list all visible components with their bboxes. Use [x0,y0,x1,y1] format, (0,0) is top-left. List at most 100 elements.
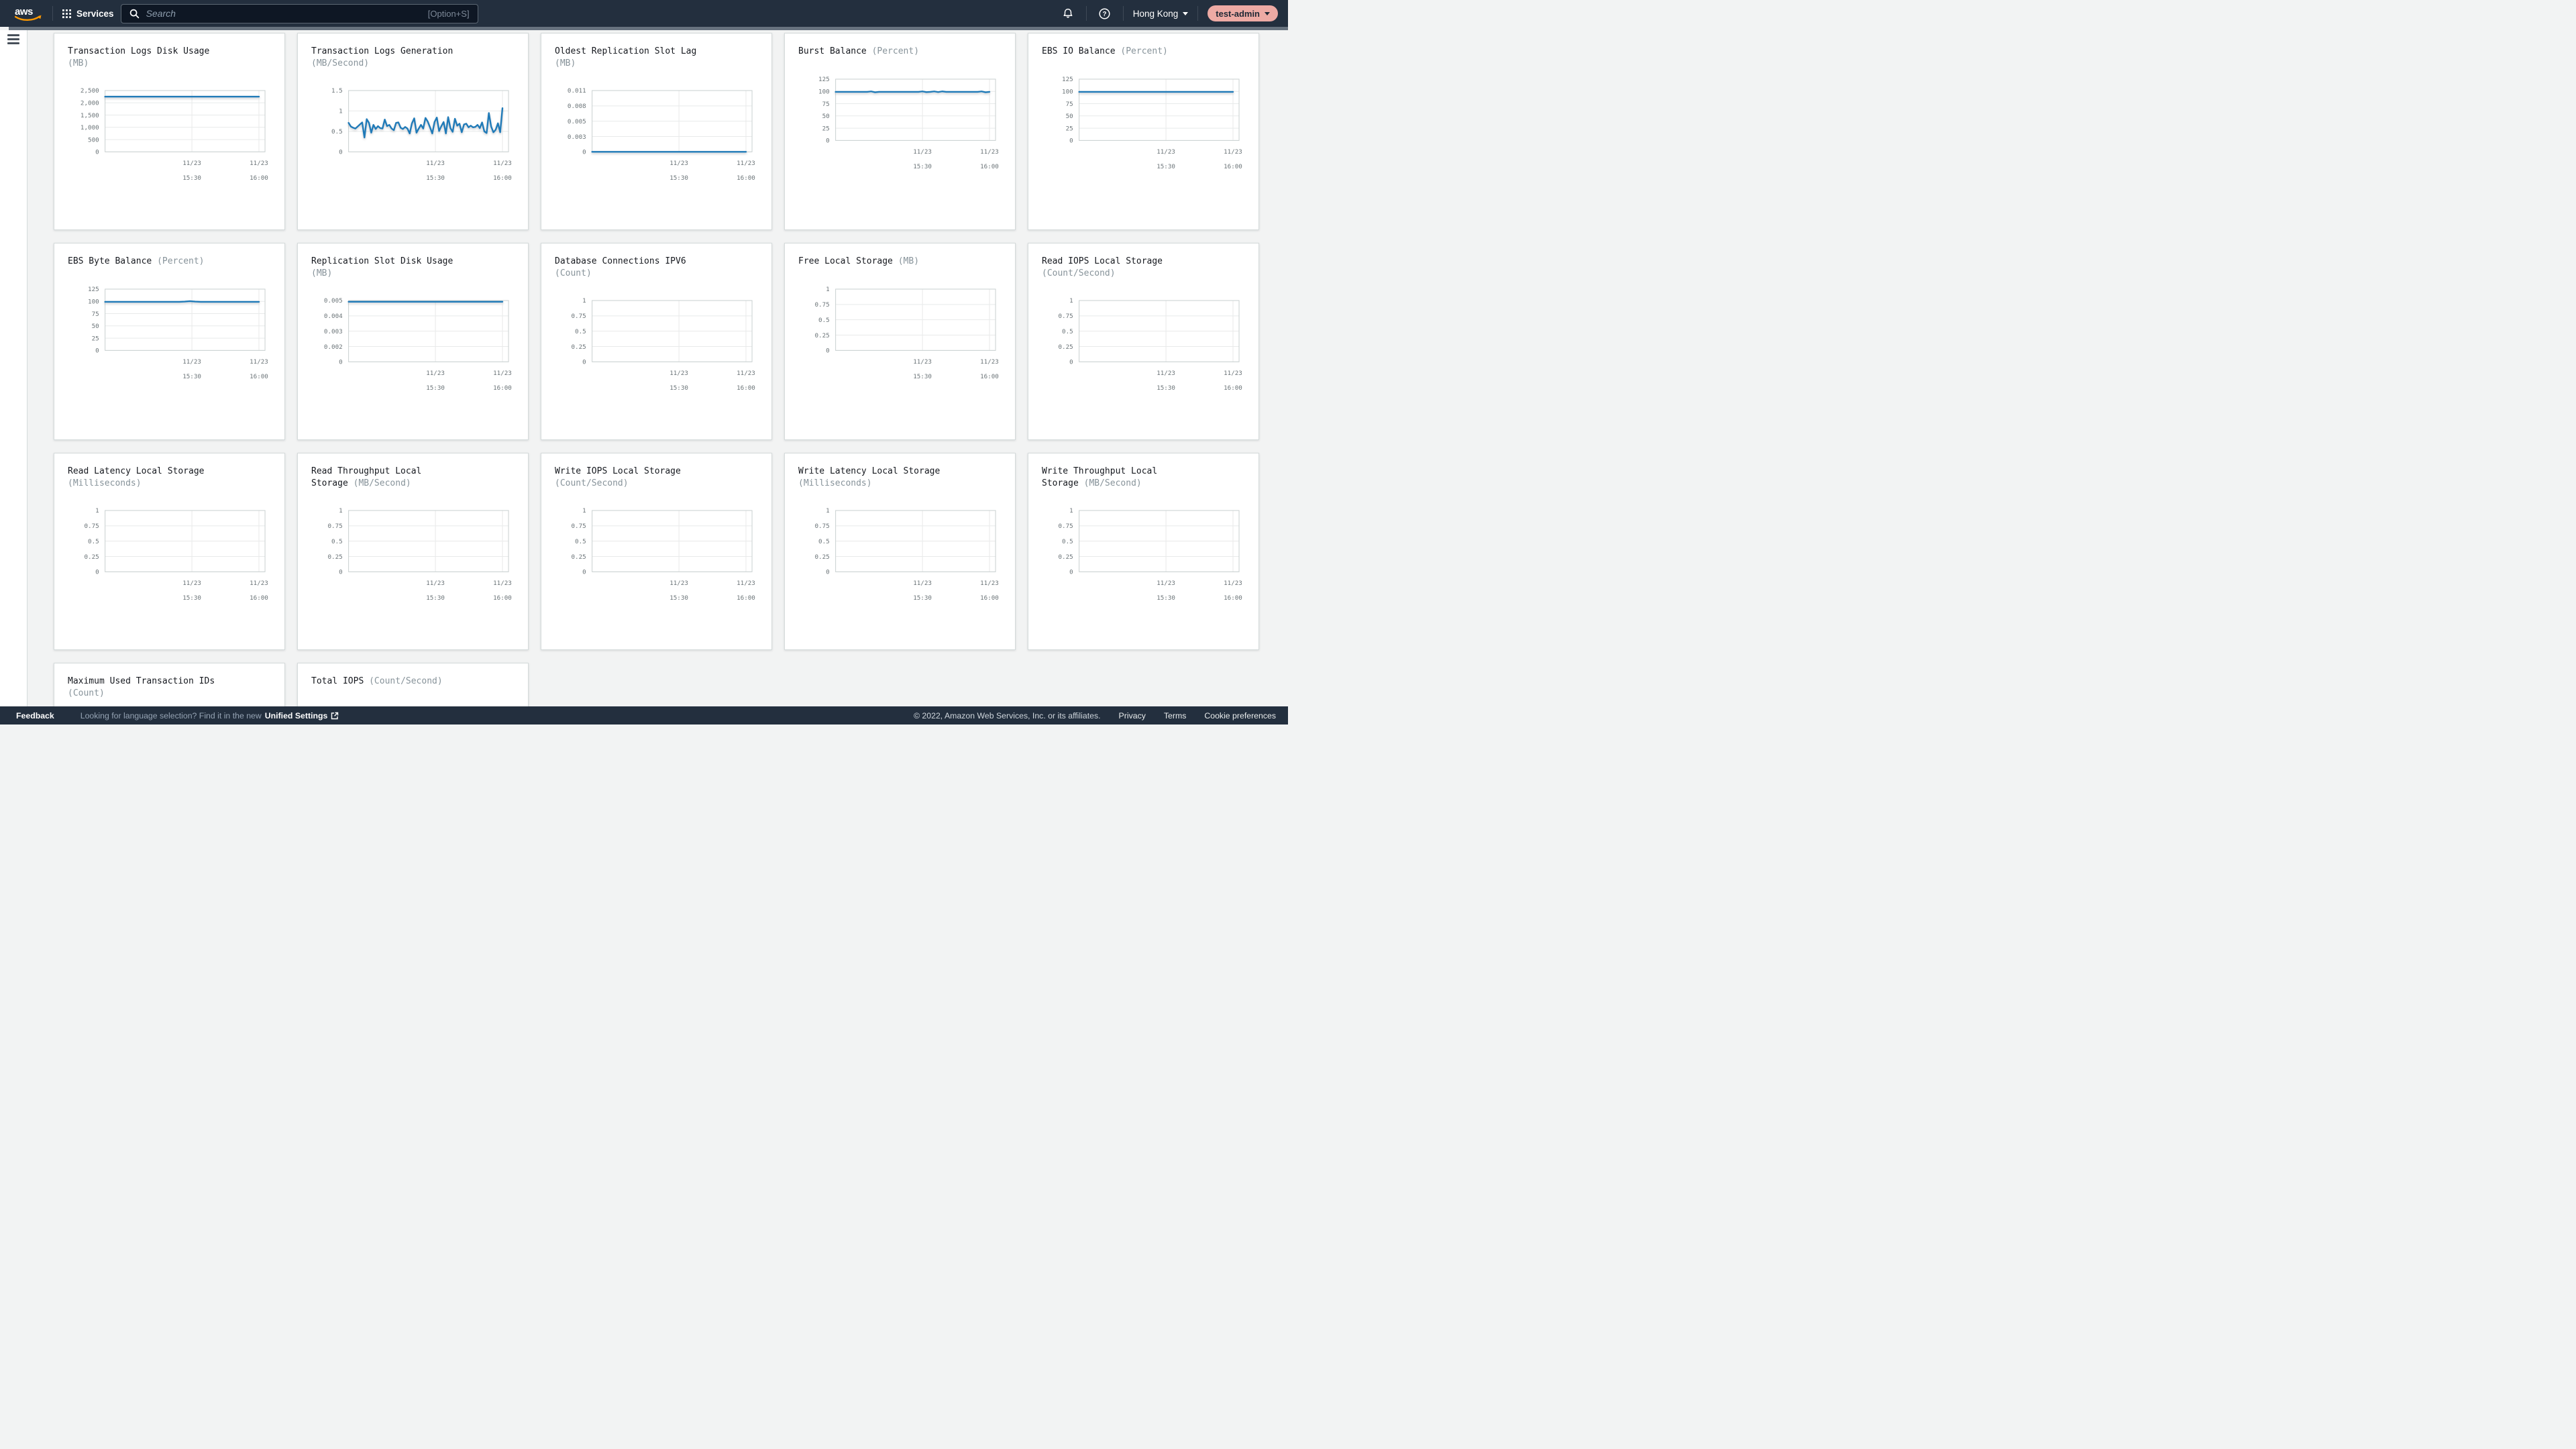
svg-text:0: 0 [95,569,99,576]
nav-divider [1085,6,1087,21]
svg-text:11/23: 11/23 [913,148,932,156]
metric-unit: (Count/Second) [1042,268,1116,278]
svg-text:16:00: 16:00 [250,174,268,182]
metric-card[interactable]: Write Latency Local Storage (Millisecond… [784,453,1016,650]
metric-card[interactable]: Write Throughput Local Storage (MB/Secon… [1028,453,1259,650]
svg-text:11/23: 11/23 [1224,580,1242,587]
region-selector[interactable]: Hong Kong [1133,9,1189,19]
search-input[interactable]: Search [Option+S] [120,3,478,23]
metric-title-text: Burst Balance [798,46,867,56]
svg-text:75: 75 [92,310,99,317]
metric-title-text: Read Latency Local Storage [68,466,205,476]
svg-text:15:30: 15:30 [182,373,201,380]
svg-text:0: 0 [582,359,586,366]
metric-unit: (Percent) [157,256,205,266]
aws-logo[interactable]: aws [13,5,43,23]
svg-text:15:30: 15:30 [182,594,201,602]
privacy-link[interactable]: Privacy [1118,710,1146,720]
language-hint-text: Looking for language selection? Find it … [80,710,262,720]
account-menu-button[interactable]: test-admin [1208,5,1278,21]
unified-settings-link[interactable]: Unified Settings [265,711,339,720]
svg-text:15:30: 15:30 [182,174,201,182]
svg-text:0.008: 0.008 [568,103,586,110]
metric-chart: 1 0.75 0.5 0.25 0 11/23 15:30 11/23 16:00 [327,507,511,602]
metric-card[interactable]: Maximum Used Transaction IDs (Count) [54,663,285,706]
metric-card[interactable]: Database Connections IPV6 (Count) 1 0.75 0.… [541,243,772,440]
svg-text:1: 1 [1069,507,1073,515]
metric-card[interactable]: EBS Byte Balance (Percent) 125 100 75 50 25 0 1… [54,243,285,440]
svg-text:11/23: 11/23 [980,148,999,156]
bell-icon [1063,8,1073,18]
svg-text:0: 0 [826,569,830,576]
svg-text:0.5: 0.5 [818,538,830,545]
nav-right-group: ? Hong Kong test-admin [1059,5,1288,22]
metric-unit: (Count/Second) [555,478,629,488]
metric-title-text: EBS IO Balance [1042,46,1116,56]
metric-title: Burst Balance (Percent) [798,46,949,58]
notifications-button[interactable] [1059,5,1077,22]
footer-right-group: © 2022, Amazon Web Services, Inc. or its… [914,711,1288,720]
metric-card[interactable]: Burst Balance (Percent) 125 100 75 50 25 0 11/2… [784,33,1016,230]
metric-card[interactable]: Write IOPS Local Storage (Count/Second) 1… [541,453,772,650]
metric-card[interactable]: Oldest Replication Slot Lag (MB) 0.011 0.0… [541,33,772,230]
svg-text:0.25: 0.25 [814,331,829,339]
cookie-preferences-link[interactable]: Cookie preferences [1204,710,1276,720]
metric-title: Free Local Storage (MB) [798,256,949,268]
side-rail [0,30,28,706]
metric-title: Total IOPS (Count/Second) [311,676,462,688]
metric-chart: 125 100 75 50 25 0 11/23 15:30 11/23 16:00 [818,76,999,170]
svg-text:15:30: 15:30 [426,384,445,392]
svg-text:?: ? [1103,10,1107,17]
metric-card[interactable]: Free Local Storage (MB) 1 0.75 0.5 0.25 0 11/2… [784,243,1016,440]
feedback-button[interactable]: Feedback [16,710,54,720]
svg-text:15:30: 15:30 [1157,163,1175,170]
metric-unit: (Percent) [871,46,920,56]
metric-card[interactable]: Read Latency Local Storage (Milliseconds… [54,453,285,650]
svg-text:16:00: 16:00 [737,384,755,392]
svg-text:0.25: 0.25 [1058,343,1073,351]
metric-card[interactable]: EBS IO Balance (Percent) 125 100 75 50 25 0 11/… [1028,33,1259,230]
metric-unit: (Count) [555,268,592,278]
svg-text:75: 75 [1066,100,1073,107]
metric-unit: (MB/Second) [353,478,411,488]
metric-chart: 125 100 75 50 25 0 11/23 15:30 11/23 16:00 [1062,76,1242,170]
aws-logo-icon: aws [14,6,42,21]
main-content: Transaction Logs Disk Usage (MB) 2,500 2,0… [0,27,1288,706]
svg-text:125: 125 [818,76,830,83]
svg-text:0: 0 [826,137,830,144]
svg-text:11/23: 11/23 [1157,148,1175,156]
search-placeholder: Search [146,8,176,19]
metric-card[interactable]: Transaction Logs Generation (MB/Second) 1… [297,33,529,230]
svg-text:0.5: 0.5 [1062,538,1073,545]
metric-title: Maximum Used Transaction IDs (Count) [68,676,218,699]
svg-text:0.5: 0.5 [331,538,343,545]
help-button[interactable]: ? [1096,5,1114,22]
chevron-down-icon [1183,11,1189,15]
svg-text:0: 0 [1069,137,1073,144]
metric-unit: (MB) [311,268,333,278]
svg-text:0.004: 0.004 [324,313,343,320]
svg-text:16:00: 16:00 [737,594,755,602]
svg-text:125: 125 [1062,76,1073,83]
metric-card[interactable]: Read IOPS Local Storage (Count/Second) 1 0… [1028,243,1259,440]
svg-text:15:30: 15:30 [913,373,932,380]
metric-card[interactable]: Read Throughput Local Storage (MB/Second… [297,453,529,650]
metric-card[interactable]: Transaction Logs Disk Usage (MB) 2,500 2,0… [54,33,285,230]
svg-text:11/23: 11/23 [980,358,999,366]
svg-text:2,000: 2,000 [80,100,99,107]
svg-text:16:00: 16:00 [493,384,512,392]
terms-link[interactable]: Terms [1163,710,1187,720]
svg-text:0.25: 0.25 [84,553,99,561]
services-menu-button[interactable]: Services [62,9,114,19]
metric-unit: (Milliseconds) [68,478,142,488]
svg-text:16:00: 16:00 [250,373,268,380]
metric-card[interactable]: Replication Slot Disk Usage (MB) 0.005 0.0… [297,243,529,440]
metric-title-text: Read IOPS Local Storage [1042,256,1163,266]
metric-card[interactable]: Total IOPS (Count/Second) [297,663,529,706]
metric-title: Database Connections IPV6 (Count) [555,256,705,279]
hamburger-menu-button[interactable] [7,34,19,44]
metric-title-text: Total IOPS [311,676,364,686]
svg-text:0.5: 0.5 [88,538,99,545]
svg-text:0.75: 0.75 [1058,523,1073,530]
svg-text:15:30: 15:30 [669,594,688,602]
